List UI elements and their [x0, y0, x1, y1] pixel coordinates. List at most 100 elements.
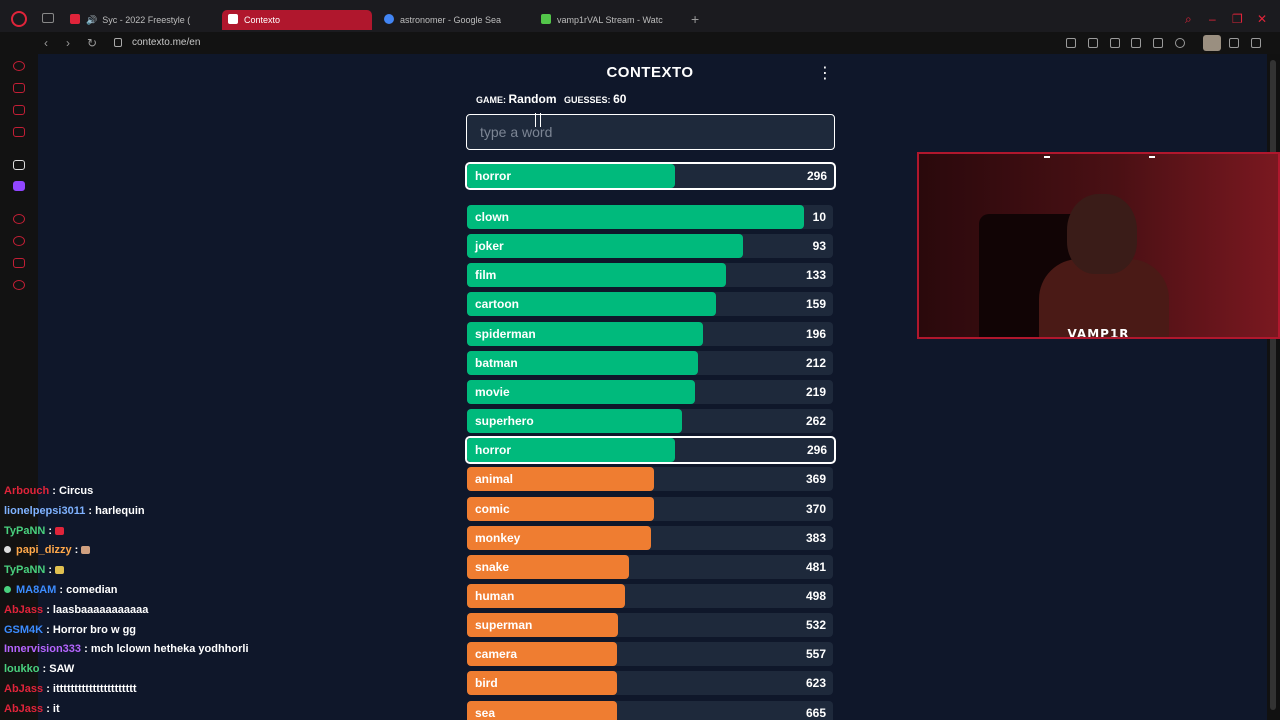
guess-row: comic 370	[467, 497, 833, 521]
cube-icon[interactable]	[13, 258, 25, 268]
chat-message: TyPaNN :	[4, 561, 304, 581]
chat-username[interactable]: Arbouch	[4, 485, 50, 497]
chat-username[interactable]: AbJass	[4, 682, 44, 695]
contexto-favicon-icon	[228, 14, 238, 24]
tab-google[interactable]: astronomer - Google Sea	[384, 10, 524, 30]
download-icon[interactable]	[1229, 38, 1239, 48]
history-icon[interactable]	[13, 61, 25, 71]
chat-separator: :	[49, 485, 60, 497]
google-icon	[384, 14, 394, 24]
tab-youtube[interactable]: 🔊 Syc - 2022 Freestyle (	[70, 10, 210, 30]
scrollbar-thumb[interactable]	[1270, 60, 1276, 710]
similarity-bar	[467, 613, 618, 637]
tab-label: astronomer - Google Sea	[400, 15, 502, 25]
guess-word: film	[475, 268, 497, 282]
similarity-bar	[467, 205, 804, 229]
workspace-icon[interactable]	[13, 83, 25, 93]
menu-icon[interactable]	[1251, 38, 1261, 48]
chat-message: Innervision333 : mch lclown hetheka yodh…	[4, 640, 304, 660]
tab-contexto[interactable]: Contexto	[222, 10, 372, 30]
chat-username[interactable]: loukko	[4, 663, 40, 676]
guess-rank: 133	[805, 268, 826, 282]
chat-emote-icon	[55, 526, 65, 535]
chat-text: Circus	[59, 485, 94, 497]
translate-icon[interactable]	[1131, 38, 1141, 48]
chat-username[interactable]: AbJass	[4, 702, 44, 715]
bookmark-icon[interactable]	[1088, 38, 1098, 48]
guess-row-highlighted: horror 296	[465, 162, 836, 190]
word-input[interactable]	[466, 114, 835, 150]
guess-rank: 369	[805, 472, 826, 486]
chat-separator: :	[43, 603, 53, 616]
chat-separator: :	[81, 643, 91, 656]
profile-avatar[interactable]	[1203, 35, 1221, 51]
guess-rank: 159	[805, 297, 826, 311]
pin-icon[interactable]	[1066, 38, 1076, 48]
chat-separator: :	[85, 504, 96, 517]
similarity-bar	[467, 322, 703, 346]
twitch-icon[interactable]	[13, 181, 25, 191]
browser-logo-icon[interactable]	[11, 11, 27, 27]
search-tabs-icon[interactable]: ⌕	[1185, 12, 1192, 26]
youtube-icon	[70, 14, 80, 24]
settings-icon[interactable]	[13, 280, 25, 290]
new-tab-button[interactable]: +	[691, 11, 700, 27]
chat-username[interactable]: papi_dizzy	[16, 544, 72, 557]
guess-rank: 196	[805, 327, 826, 341]
guess-rank: 370	[805, 502, 826, 516]
frame-tick	[1149, 156, 1155, 160]
guess-row: cartoon 159	[467, 292, 833, 316]
chat-separator: :	[43, 702, 53, 715]
play-icon[interactable]	[1153, 38, 1163, 48]
game-title: CONTEXTO	[606, 64, 694, 81]
music-icon[interactable]	[13, 214, 25, 224]
guess-word: clown	[475, 210, 510, 224]
guess-rank: 219	[805, 385, 826, 399]
similarity-bar	[467, 164, 675, 188]
back-icon[interactable]: ‹	[44, 36, 48, 50]
chat-emote-icon	[81, 546, 91, 555]
chat-username[interactable]: TyPaNN	[4, 524, 46, 537]
guess-word: spiderman	[475, 327, 536, 341]
chat-username[interactable]: AbJass	[4, 603, 44, 616]
lock-icon	[114, 38, 122, 47]
guess-rank: 296	[806, 443, 827, 457]
reload-icon[interactable]: ↻	[87, 36, 98, 50]
chat-username[interactable]: TyPaNN	[4, 564, 46, 577]
guess-row: superhero 262	[467, 409, 833, 433]
chat-separator: :	[45, 524, 56, 537]
guess-row: superman 532	[467, 613, 833, 637]
guess-row: monkey 383	[467, 526, 833, 550]
clock-icon[interactable]	[13, 236, 25, 246]
tab-manager-icon[interactable]	[42, 13, 54, 23]
chat-text: mch lclown hetheka yodhhorli	[90, 643, 249, 656]
maximize-icon[interactable]: ❐	[1232, 12, 1243, 26]
minimize-icon[interactable]: –	[1209, 12, 1216, 26]
browser-tab-bar: 🔊 Syc - 2022 Freestyle ( Contexto astrono…	[0, 0, 1280, 32]
guess-word: batman	[475, 356, 518, 370]
guess-row: movie 219	[467, 380, 833, 404]
address-bar-row: ‹ › ↻ contexto.me/en	[0, 32, 1280, 54]
guess-word: cartoon	[475, 297, 520, 311]
similarity-bar	[467, 584, 625, 608]
chat-username[interactable]: lionelpepsi3011	[4, 504, 86, 517]
heart-icon[interactable]	[1175, 38, 1185, 48]
instagram-icon[interactable]	[13, 127, 25, 137]
arrow-icon[interactable]	[13, 160, 25, 170]
chat-separator: :	[71, 544, 82, 557]
chat-username[interactable]: Innervision333	[4, 643, 82, 656]
similarity-bar	[467, 351, 698, 375]
more-options-icon[interactable]: ⋮	[817, 65, 833, 82]
guess-rank: 532	[805, 618, 826, 632]
guess-rank: 498	[805, 589, 826, 603]
adblock-icon[interactable]	[1110, 38, 1120, 48]
close-icon[interactable]: ✕	[1257, 12, 1268, 26]
messenger-icon[interactable]	[13, 105, 25, 115]
chat-username[interactable]: GSM4K	[4, 623, 44, 636]
guess-rank: 481	[805, 560, 826, 574]
url-field[interactable]: contexto.me/en	[132, 37, 201, 48]
tab-stream[interactable]: vamp1rVAL Stream - Watc	[541, 10, 681, 30]
forward-icon[interactable]: ›	[66, 36, 70, 50]
chat-username[interactable]: MA8AM	[16, 583, 57, 596]
chat-text: itttttttttttttttttttttt	[52, 682, 137, 695]
